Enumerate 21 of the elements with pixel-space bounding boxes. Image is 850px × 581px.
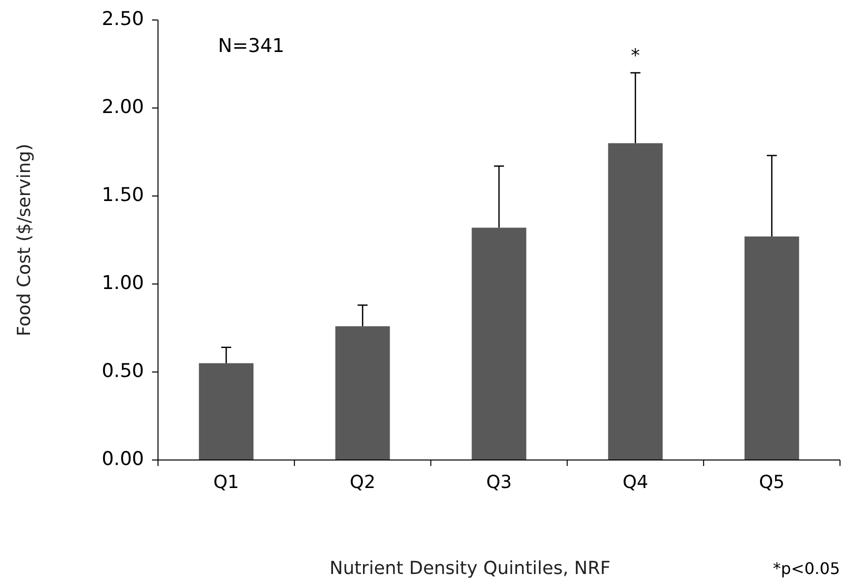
y-tick-label: 1.50 xyxy=(102,184,144,206)
x-tick-label: Q2 xyxy=(350,472,376,493)
y-tick-label: 2.00 xyxy=(102,96,144,118)
bar xyxy=(472,228,526,460)
bar xyxy=(335,326,390,460)
y-tick-label: 2.50 xyxy=(102,8,144,30)
y-tick-label: 0.00 xyxy=(102,448,144,470)
x-tick-label: Q3 xyxy=(486,472,512,493)
y-tick-label: 1.00 xyxy=(102,272,144,294)
annotation: * xyxy=(630,46,640,67)
x-tick-label: Q5 xyxy=(758,472,785,493)
y-tick-label: 0.50 xyxy=(102,360,144,382)
bar xyxy=(198,363,254,460)
x-tick-label: Q4 xyxy=(622,472,648,493)
bar xyxy=(608,143,663,460)
x-tick-label: Q1 xyxy=(213,472,240,493)
annotation: N=341 xyxy=(218,35,284,57)
x-axis-title: Nutrient Density Quintiles, NRF xyxy=(329,558,611,579)
text: *p<0.05 xyxy=(772,559,840,578)
y-axis-title: Food Cost ($/serving) xyxy=(14,144,35,336)
bar xyxy=(744,236,800,460)
